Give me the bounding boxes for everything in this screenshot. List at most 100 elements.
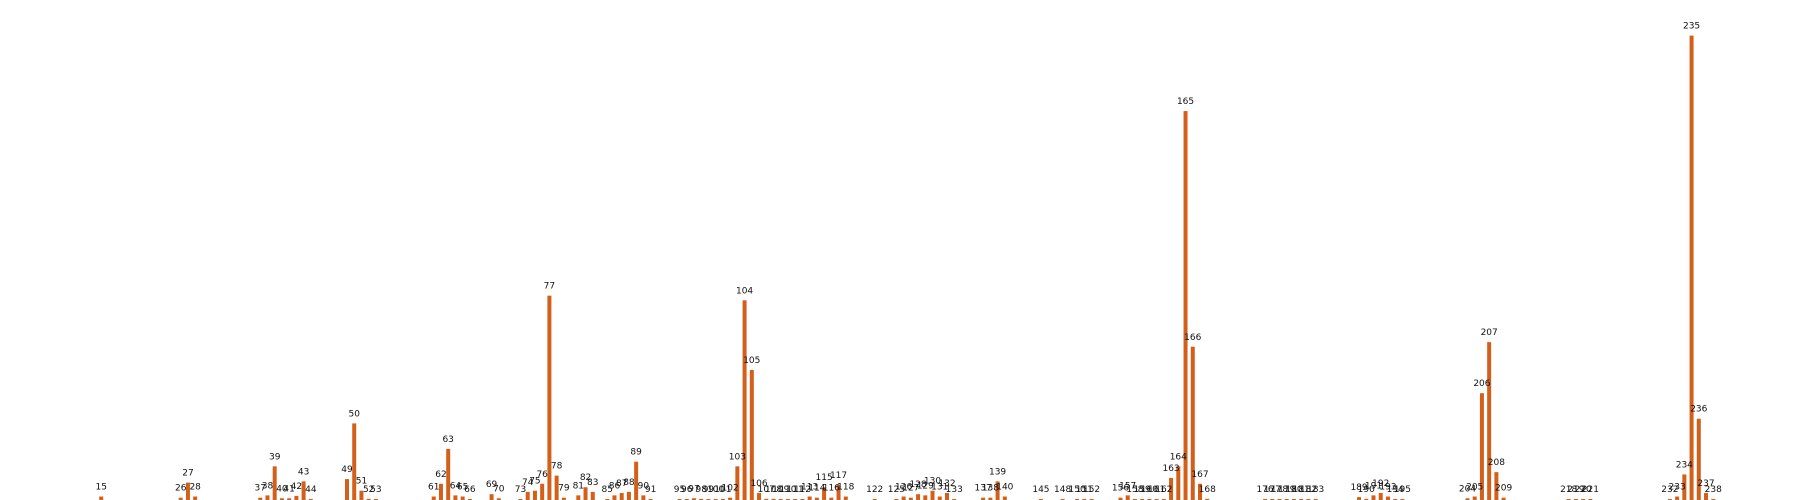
bar-38	[265, 495, 270, 500]
bar-label-167: 167	[1191, 470, 1208, 480]
bar-label-108: 108	[765, 485, 782, 495]
bar-104	[742, 300, 747, 500]
bar-62	[438, 483, 443, 500]
bar-label-220: 220	[1575, 485, 1592, 495]
bar-label-137: 137	[975, 484, 992, 494]
bar-label-204: 204	[1459, 484, 1476, 494]
bar-233	[1675, 496, 1680, 500]
bar-82	[583, 487, 588, 500]
bar-52	[366, 498, 371, 500]
bar-209	[1501, 497, 1506, 500]
bar-label-107: 107	[758, 485, 775, 495]
bar-label-233: 233	[1669, 483, 1686, 493]
bar-label-91: 91	[645, 485, 656, 495]
bar-label-26: 26	[175, 484, 187, 494]
bar-label-89: 89	[630, 448, 642, 458]
bar-168	[1205, 498, 1210, 500]
bar-label-234: 234	[1676, 460, 1693, 470]
bar-label-238: 238	[1705, 485, 1722, 495]
bar-label-76: 76	[536, 470, 548, 480]
bar-167	[1198, 483, 1202, 500]
bar-label-235: 235	[1683, 22, 1700, 32]
bar-189	[1357, 497, 1362, 500]
bar-label-83: 83	[587, 478, 598, 488]
bar-15	[99, 496, 104, 500]
bar-label-145: 145	[1032, 485, 1049, 495]
bar-235	[1689, 35, 1694, 500]
bar-label-151: 151	[1076, 485, 1093, 495]
bar-165	[1183, 111, 1188, 500]
bar-label-61: 61	[428, 483, 439, 493]
bar-87	[619, 493, 624, 500]
bar-127	[908, 497, 913, 500]
bar-label-103: 103	[729, 452, 746, 462]
bar-86	[612, 495, 617, 500]
bar-118	[843, 496, 848, 500]
bar-49	[344, 479, 349, 500]
bar-label-209: 209	[1495, 484, 1512, 494]
bar-label-195: 195	[1394, 485, 1411, 495]
bar-208	[1494, 472, 1499, 500]
bar-label-110: 110	[779, 485, 796, 495]
bar-label-189: 189	[1350, 483, 1367, 493]
bar-43	[301, 481, 306, 500]
bar-label-99: 99	[703, 485, 715, 495]
bar-label-183: 183	[1307, 485, 1324, 495]
bar-78	[554, 475, 559, 500]
bar-label-122: 122	[866, 485, 883, 495]
bar-76	[540, 483, 545, 500]
bar-label-78: 78	[551, 462, 563, 472]
bar-204	[1465, 498, 1470, 500]
bar-label-194: 194	[1387, 485, 1404, 495]
bar-label-130: 130	[924, 477, 941, 487]
bar-115	[822, 487, 827, 500]
bar-label-219: 219	[1567, 485, 1584, 495]
bar-label-53: 53	[370, 485, 381, 495]
bar-label-64: 64	[450, 481, 462, 491]
bar-205	[1472, 496, 1477, 500]
bar-79	[561, 497, 566, 500]
bar-191	[1371, 495, 1376, 500]
bar-label-150: 150	[1069, 485, 1086, 495]
bar-label-208: 208	[1488, 458, 1505, 468]
bar-27	[185, 482, 190, 500]
bar-81	[576, 495, 581, 500]
bar-label-161: 161	[1148, 485, 1165, 495]
bar-39	[272, 466, 277, 500]
bar-label-74: 74	[522, 478, 534, 488]
bar-label-207: 207	[1481, 328, 1498, 338]
bar-label-102: 102	[722, 484, 739, 494]
bar-label-27: 27	[182, 469, 193, 479]
bar-label-177: 177	[1264, 485, 1281, 495]
bar-40	[279, 498, 284, 500]
bar-label-205: 205	[1466, 483, 1483, 493]
bar-77	[547, 295, 552, 500]
bar-label-97: 97	[688, 484, 699, 494]
bar-51	[359, 490, 364, 500]
bar-label-163: 163	[1162, 464, 1179, 474]
bar-label-192: 192	[1372, 479, 1389, 489]
bar-label-95: 95	[674, 485, 685, 495]
bar-88	[626, 491, 631, 500]
bar-label-49: 49	[341, 465, 353, 475]
bar-label-139: 139	[989, 467, 1006, 477]
bar-75	[532, 490, 537, 500]
bar-label-116: 116	[823, 484, 840, 494]
bar-label-191: 191	[1365, 481, 1382, 491]
bar-234	[1682, 474, 1687, 500]
bar-label-73: 73	[515, 485, 526, 495]
bar-130	[930, 490, 935, 500]
bar-190	[1364, 498, 1369, 500]
bar-label-51: 51	[356, 477, 367, 487]
bar-label-138: 138	[982, 484, 999, 494]
bar-label-62: 62	[435, 470, 446, 480]
bar-28	[193, 496, 198, 500]
bar-label-112: 112	[794, 485, 811, 495]
bar-label-86: 86	[609, 481, 621, 491]
bar-label-132: 132	[938, 479, 955, 489]
bar-label-88: 88	[623, 478, 635, 488]
bar-116	[829, 497, 834, 500]
bar-237	[1704, 493, 1709, 500]
bar-193	[1385, 496, 1390, 500]
bar-label-118: 118	[837, 483, 854, 493]
